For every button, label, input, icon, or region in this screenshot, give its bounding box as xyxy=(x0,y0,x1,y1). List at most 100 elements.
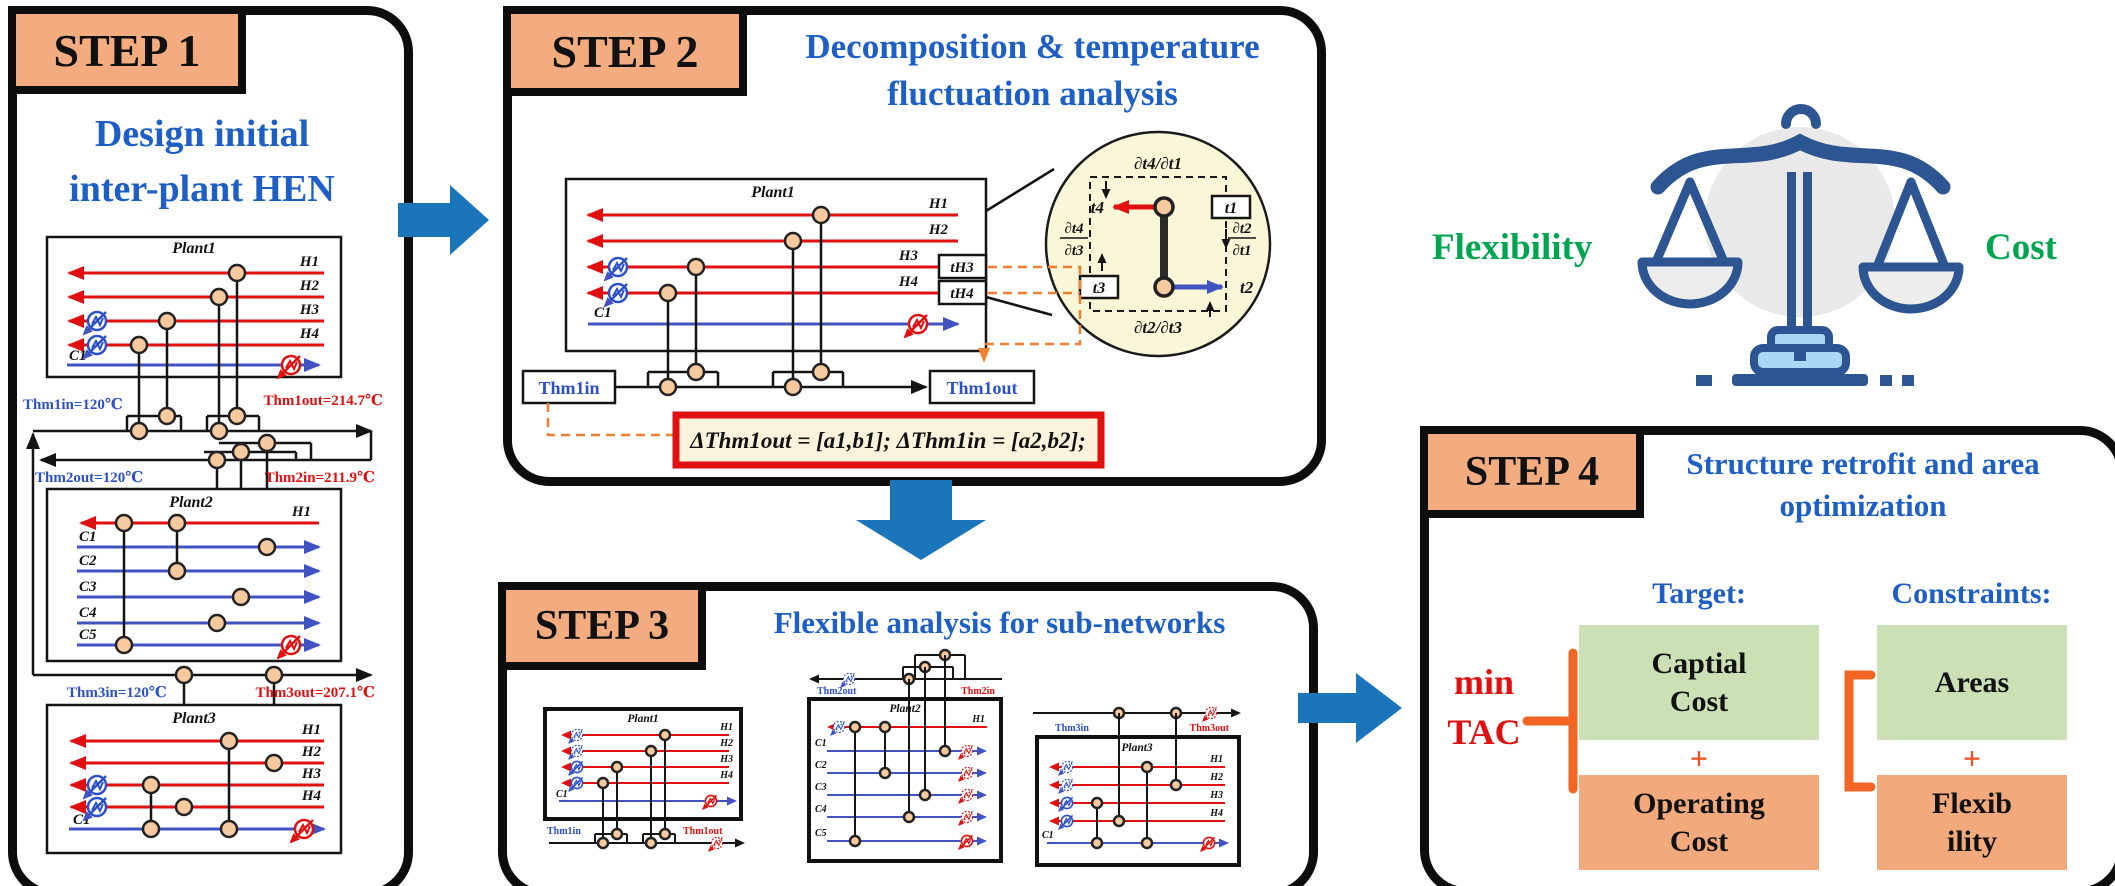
stream-label-h3: H3 xyxy=(719,754,733,765)
mini2-thm2in: Thm2in xyxy=(961,686,995,697)
stream-label-h2: H2 xyxy=(301,744,322,760)
step2-plant1-network: Plant1 H1 H2 H3 H4 C1 tH3 tH4 xyxy=(564,177,988,387)
stream-label-c4: C4 xyxy=(79,605,97,621)
step2-title: Decomposition & temperature fluctuation … xyxy=(760,23,1305,118)
thm2in-label: Thm2in=211.9℃ xyxy=(265,470,375,486)
step4-panel: STEP 4 Structure retrofit and area optim… xyxy=(1420,426,2115,886)
flow-arrow-step1-to-step2 xyxy=(398,185,489,255)
step1-label: STEP 1 xyxy=(8,6,246,94)
stream-label-h4: H4 xyxy=(719,770,733,781)
flow-arrow-step2-to-step3 xyxy=(856,480,986,560)
formula-text: ΔThm1out = [a1,b1]; ΔThm1in = [a2,b2]; xyxy=(689,428,1086,453)
step1-network-svg: Plant1 H1 H2 H3 H4 C1 Thm1in=120℃ Thm1ou… xyxy=(23,235,383,855)
plus-sign-left: + xyxy=(1689,740,1709,776)
mini1-thm1out: Thm1out xyxy=(683,826,723,837)
thm1out-box: Thm1out xyxy=(946,378,1017,398)
flexibility-word: Flexibility xyxy=(1432,227,1593,268)
stream-label-c3: C3 xyxy=(815,782,827,793)
thm1out-label: Thm1out=214.7℃ xyxy=(264,393,383,409)
step2-label-text: STEP 2 xyxy=(551,25,699,77)
stream-label-c1: C1 xyxy=(1042,830,1054,841)
stream-label-h3: H3 xyxy=(301,766,322,782)
step2-panel: STEP 2 Decomposition & temperature fluct… xyxy=(503,6,1326,486)
heater-dashed-icon xyxy=(1203,707,1217,721)
step3-label-text: STEP 3 xyxy=(534,603,670,649)
step2-hotwater-line: Thm1in Thm1out xyxy=(521,265,1082,437)
step4-label: STEP 4 xyxy=(1420,426,1644,518)
inset-bottom-label: ∂t2/∂t3 xyxy=(1134,318,1182,337)
thm3in-label: Thm3in=120℃ xyxy=(67,685,167,701)
stream-label-h2: H2 xyxy=(719,738,733,749)
thm3out-label: Thm3out=207.1℃ xyxy=(256,685,375,701)
inset-right-den: ∂t1 xyxy=(1232,243,1251,259)
min-tac-line2: TAC xyxy=(1447,712,1521,753)
step2-title-line1: Decomposition & temperature xyxy=(805,27,1260,66)
step3-panel: STEP 3 Flexible analysis for sub-network… xyxy=(498,582,1318,886)
stream-label-c1: C1 xyxy=(815,738,827,749)
thm1in-label: Thm1in=120℃ xyxy=(23,397,123,413)
step2-network-svg: ∂t4/∂t1 ∂t2/∂t3 ∂t4 ∂t3 ∂t2 ∂t1 t4 t1 t3… xyxy=(521,130,1272,469)
capital-cost-line2: Cost xyxy=(1669,684,1729,718)
step3-title-text: Flexible analysis for sub-networks xyxy=(773,605,1226,640)
capital-cost-line1: Captial xyxy=(1651,647,1747,680)
stream-label-c2: C2 xyxy=(79,553,97,569)
step1-label-text: STEP 1 xyxy=(53,24,201,76)
step1-panel: STEP 1 Design initial inter-plant HEN Pl… xyxy=(8,6,413,886)
stream-label-h4: H4 xyxy=(1209,808,1223,819)
cooler-dashed-icon xyxy=(841,673,855,687)
stream-label-h2: H2 xyxy=(1209,772,1223,783)
step1-plant3-network: Plant3 H1 H2 H3 H4 C1 xyxy=(45,703,343,855)
stream-label-h4: H4 xyxy=(299,326,320,342)
heater-dashed-icon xyxy=(709,837,723,851)
step2-magnifier-inset: ∂t4/∂t1 ∂t2/∂t3 ∂t4 ∂t3 ∂t2 ∂t1 t4 t1 t3… xyxy=(985,130,1272,358)
inset-right-num: ∂t2 xyxy=(1232,221,1252,237)
stream-label-h3: H3 xyxy=(1209,790,1223,801)
stream-label-h1: H1 xyxy=(928,196,948,212)
step3-label: STEP 3 xyxy=(498,582,706,670)
step4-title: Structure retrofit and area optimization xyxy=(1627,443,2099,527)
stream-label-h1: H1 xyxy=(301,722,321,738)
stream-label-c1: C1 xyxy=(594,305,612,321)
thm1in-box: Thm1in xyxy=(538,378,599,398)
stream-label-c1: C1 xyxy=(69,348,87,364)
step4-title-line2: optimization xyxy=(1779,487,1947,523)
step3-subnetwork-plant1: Plant1 H1 H2 H3 H4 C1 Thm1in Thm1out xyxy=(543,707,745,875)
operating-cost-box: Operating Cost xyxy=(1579,775,1819,870)
step1-loop-lines: Thm1in=120℃ Thm1out=214.7℃ Thm2out=120℃ … xyxy=(23,393,383,675)
min-tac-line1: min xyxy=(1453,662,1514,702)
stream-label-c3: C3 xyxy=(79,579,97,595)
mini1-title: Plant1 xyxy=(627,713,658,725)
mini3-thm3out: Thm3out xyxy=(1190,723,1230,734)
capital-cost-box: Captial Cost xyxy=(1579,625,1819,740)
plant1-title: Plant1 xyxy=(750,184,795,201)
stream-label-h1: H1 xyxy=(971,714,985,725)
flow-arrow-step3-to-step4 xyxy=(1298,673,1402,743)
inset-left-den: ∂t3 xyxy=(1064,243,1084,259)
step1-plant2-network: Plant2 H1 C1 C2 C3 C4 C5 xyxy=(45,487,343,663)
min-tac-label: min TAC xyxy=(1434,657,1534,758)
constraints-bracket xyxy=(1844,670,1876,792)
stream-label-c1: C1 xyxy=(79,529,97,545)
tac-bracket xyxy=(1522,648,1578,794)
step2-title-line2: fluctuation analysis xyxy=(887,74,1178,114)
step4-label-text: STEP 4 xyxy=(1464,449,1600,495)
stream-label-h3: H3 xyxy=(299,302,320,318)
cost-word: Cost xyxy=(1985,227,2057,268)
inset-t2-label: t2 xyxy=(1240,278,1254,297)
mini3-thm3in: Thm3in xyxy=(1055,723,1089,734)
stream-label-h1: H1 xyxy=(299,254,319,270)
stream-label-h4: H4 xyxy=(898,274,919,290)
operating-cost-line2: Cost xyxy=(1669,824,1729,858)
stream-label-c5: C5 xyxy=(79,627,97,643)
mini1-thm1in: Thm1in xyxy=(547,826,581,837)
step3-subnetwork-plant2: Thm2out Thm2in Plant2 H1 C1 C2 C3 C4 C5 xyxy=(807,648,1003,863)
tH3-tag: tH3 xyxy=(950,260,974,276)
step2-label: STEP 2 xyxy=(503,6,747,96)
step1-plant1-network: Plant1 H1 H2 H3 H4 C1 xyxy=(45,235,343,431)
stream-label-h2: H2 xyxy=(928,222,949,238)
mini2-title: Plant2 xyxy=(889,703,921,715)
stream-label-h1: H1 xyxy=(291,504,311,520)
stream-label-c4: C4 xyxy=(815,804,827,815)
flexibility-box: Flexib ility xyxy=(1877,775,2067,870)
